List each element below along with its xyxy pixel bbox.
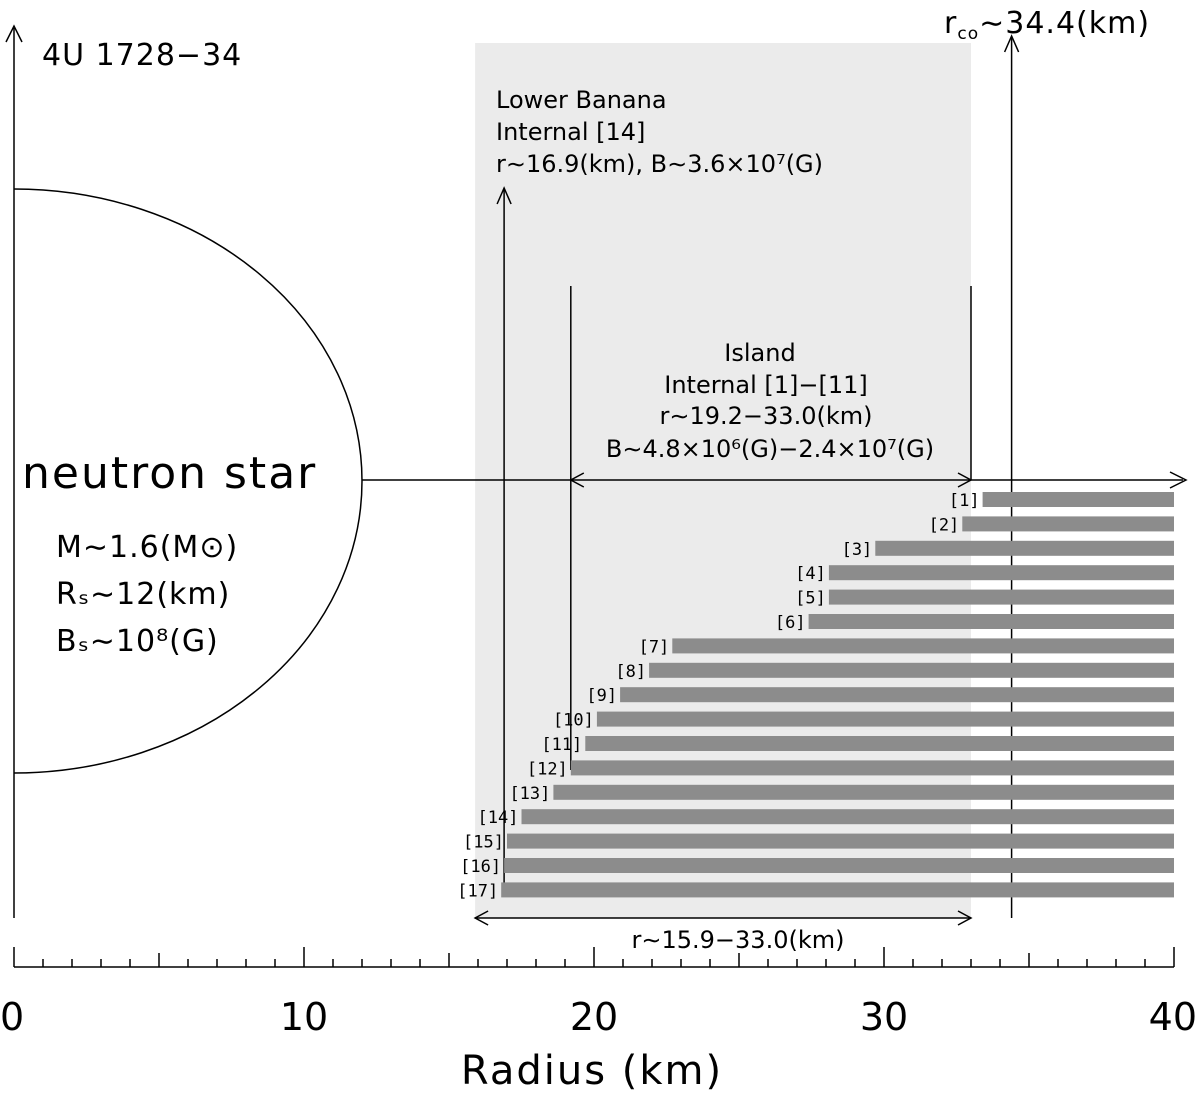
bar-5 [828,589,1174,605]
bar-16 [504,858,1175,873]
corotation-value: ∼34.4(km) [979,6,1150,41]
chart-title: 4U 1728−34 [42,38,242,73]
bar-label-12: [12] [527,759,568,779]
bar-label-2: [2] [929,515,960,535]
bar-6 [808,614,1174,629]
bar-label-13: [13] [509,784,550,804]
neutron-star-field: Bₛ∼10⁸(G) [56,624,219,659]
x-axis-title: Radius (km) [461,1048,723,1094]
x-tick-label-0: 0 [0,995,24,1039]
island-range-right-arrowhead [957,472,973,488]
bar-label-3: [3] [842,540,873,560]
bar-10 [596,711,1174,727]
bar-1 [982,492,1174,507]
island-line-1: Island [724,339,795,367]
x-tick-label-10: 10 [280,995,328,1039]
x-axis-tick-labels: 0 10 20 30 40 [0,995,1197,1039]
bar-label-14: [14] [478,808,519,828]
bar-label-1: [1] [949,491,980,511]
range-label: r∼15.9−33.0(km) [632,926,845,954]
bar-3 [875,540,1174,556]
island-line-4: B∼4.8×10⁶(G)−2.4×10⁷(G) [606,435,934,463]
island-line-3: r∼19.2−33.0(km) [660,402,873,430]
corotation-label: rco∼34.4(km) [944,6,1150,44]
bar-12 [570,760,1174,776]
lower-banana-line-1: Lower Banana [496,86,667,114]
bar-label-5: [5] [795,589,826,609]
range-left-arrowhead [473,910,489,926]
lower-banana-line-3: r∼16.9(km), B∼3.6×10⁷(G) [496,150,823,178]
bar-label-9: [9] [586,686,617,706]
bar-label-6: [6] [775,613,806,633]
bar-8 [649,662,1174,678]
bars-group: [1] [2] [3] [4] [5] [6] [7] [8] [9] [10] [11] [12] [… [457,491,1175,901]
bar-9 [620,687,1174,703]
bar-label-17: [17] [457,881,498,901]
bar-label-8: [8] [615,662,646,682]
bar-4 [828,565,1174,581]
range-right-arrowhead [957,910,973,926]
x-tick-label-40: 40 [1149,995,1197,1039]
bar-label-7: [7] [639,637,670,657]
bar-7 [672,638,1174,654]
lower-banana-line-2: Internal [14] [496,118,645,146]
horizontal-arrowhead [1169,471,1188,489]
island-line-2: Internal [1]−[11] [664,371,868,399]
bar-label-10: [10] [553,711,594,731]
x-axis-ticks [13,947,1175,967]
corotation-subscript: co [957,24,979,44]
x-tick-label-30: 30 [860,995,908,1039]
neutron-star-radius: Rₛ∼12(km) [56,577,230,612]
lower-banana-arrowhead [496,186,512,205]
bar-11 [585,736,1174,751]
neutron-star-mass: M∼1.6(M⊙) [56,530,238,565]
vertical-axis-arrowhead [5,24,23,43]
bar-label-4: [4] [795,564,826,584]
island-range-left-arrowhead [569,472,585,488]
bar-17 [501,882,1174,898]
x-tick-label-20: 20 [570,995,618,1039]
bar-15 [507,833,1174,849]
bar-2 [962,516,1174,532]
bar-label-11: [11] [541,735,582,755]
bar-label-16: [16] [460,857,501,877]
neutron-star-shape [13,188,363,774]
bar-13 [553,784,1174,800]
bar-14 [521,809,1174,825]
bar-label-15: [15] [463,833,504,853]
neutron-star-label: neutron star [22,448,317,499]
corotation-arrowhead [1003,34,1020,53]
